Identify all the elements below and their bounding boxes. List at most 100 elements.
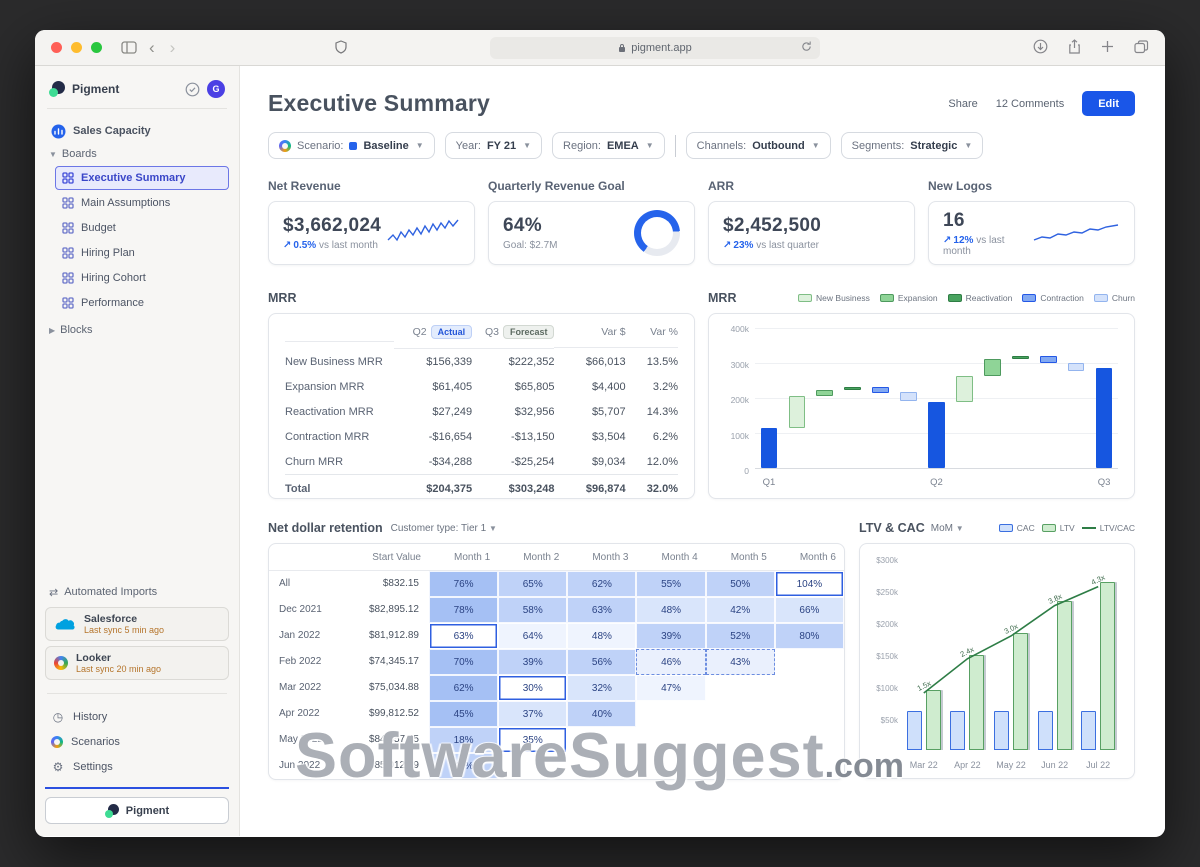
filter-chip-channels-[interactable]: Channels: Outbound ▼ (685, 132, 831, 159)
retention-cell[interactable]: 32% (567, 675, 637, 701)
retention-cell[interactable]: 63% (567, 597, 637, 623)
sidebar: Pigment G Sales Capacity ▼ Boards Execut… (35, 66, 240, 836)
kpi-card: 16 ↗ 12% vs last month (928, 201, 1135, 265)
sidebar-toggle-icon[interactable] (121, 41, 137, 54)
retention-cell[interactable]: 63% (429, 623, 499, 649)
ltv-cac-chart: 1.5x 2.4x 3.0x 3.8x 4.3x $300k $250k $200k $150… (859, 543, 1135, 779)
mrr-cell: $61,405 (432, 380, 473, 393)
y-axis-label: $50k (880, 716, 898, 725)
mrr-total-label: Total (285, 474, 394, 499)
connection-info: Salesforce Last sync 5 min ago (84, 613, 164, 635)
sidebar-item-hiring-plan[interactable]: Hiring Plan (55, 241, 229, 265)
retention-cell[interactable]: 48% (636, 597, 706, 623)
x-axis-label: Apr 22 (954, 760, 981, 770)
retention-cell[interactable]: 35% (498, 727, 568, 753)
back-button[interactable]: ‹ (149, 38, 155, 57)
retention-cell-empty (636, 727, 705, 753)
page-title: Executive Summary (268, 90, 491, 116)
retention-cell[interactable]: 65% (498, 571, 568, 597)
ltv-period-dropdown[interactable]: MoM ▼ (930, 522, 964, 534)
user-avatar[interactable]: G (207, 80, 225, 98)
new-tab-icon[interactable] (1101, 40, 1114, 53)
customer-type-dropdown[interactable]: Customer type: Tier 1 ▼ (390, 522, 497, 534)
retention-cell[interactable]: 80% (774, 623, 844, 649)
downloads-icon[interactable] (1033, 39, 1048, 54)
pigment-branding-button[interactable]: Pigment (45, 797, 229, 824)
import-card-looker[interactable]: Looker Last sync 20 min ago (45, 646, 229, 680)
filter-chip-year-[interactable]: Year: FY 21 ▼ (444, 132, 543, 159)
retention-cell[interactable]: 64% (498, 623, 568, 649)
chevron-down-icon: ▼ (49, 149, 57, 159)
filter-chip-segments-[interactable]: Segments: Strategic ▼ (840, 132, 984, 159)
edit-button[interactable]: Edit (1082, 91, 1135, 116)
share-icon[interactable] (1068, 39, 1081, 54)
filter-chip-region-[interactable]: Region: EMEA ▼ (552, 132, 665, 159)
forward-button[interactable]: › (169, 38, 176, 57)
chevron-down-icon: ▼ (415, 141, 424, 150)
sidebar-item-history[interactable]: ◷ History (45, 704, 229, 729)
retention-col-blank (269, 544, 333, 571)
maximize-window-button[interactable] (91, 42, 102, 53)
salesforce-logo-icon (54, 617, 76, 632)
retention-cell[interactable]: 39% (498, 649, 568, 675)
minimize-window-button[interactable] (71, 42, 82, 53)
retention-cell[interactable]: 66% (774, 597, 844, 623)
retention-cell[interactable]: 104% (774, 571, 844, 597)
retention-cell[interactable]: 76% (429, 571, 499, 597)
kpi-delta-percent: 23% (733, 240, 757, 251)
retention-cell[interactable]: 78% (429, 597, 499, 623)
retention-cell[interactable]: 30% (498, 675, 568, 701)
sidebar-item-hiring-cohort[interactable]: Hiring Cohort (55, 266, 229, 290)
share-button[interactable]: Share (948, 97, 978, 110)
filter-chip-scenario-[interactable]: Scenario: Baseline ▼ (268, 132, 435, 159)
retention-cell[interactable]: 39% (636, 623, 706, 649)
retention-cell[interactable]: 45% (429, 701, 499, 727)
reload-icon[interactable] (801, 41, 812, 52)
sidebar-item-scenarios[interactable]: Scenarios (45, 729, 229, 754)
sidebar-item-executive-summary[interactable]: Executive Summary (55, 166, 229, 190)
chevron-down-icon: ▼ (645, 141, 654, 150)
retention-cell[interactable]: 62% (429, 675, 499, 701)
retention-cell[interactable]: 70% (429, 649, 499, 675)
retention-cell[interactable]: 42% (705, 597, 775, 623)
retention-cell[interactable]: 55% (636, 571, 706, 597)
retention-cell[interactable]: 58% (498, 597, 568, 623)
retention-cell[interactable]: 50% (705, 571, 775, 597)
retention-cell[interactable]: 40% (567, 701, 637, 727)
retention-cell[interactable]: 43% (429, 753, 499, 779)
comments-button[interactable]: 12 Comments (995, 97, 1065, 110)
tab-overview-icon[interactable] (1134, 39, 1149, 54)
board-item-label: Hiring Plan (81, 247, 135, 259)
board-grid-icon (62, 197, 74, 209)
lock-icon (619, 44, 626, 52)
check-circle-icon[interactable] (185, 82, 200, 97)
retention-cell[interactable]: 48% (567, 623, 637, 649)
retention-cell[interactable]: 46% (636, 649, 706, 675)
retention-cell-empty (636, 701, 705, 727)
waterfall-step-new-business (788, 396, 806, 428)
sidebar-item-performance[interactable]: Performance (55, 291, 229, 315)
retention-cell[interactable]: 47% (636, 675, 706, 701)
looker-logo-icon (54, 656, 68, 670)
close-window-button[interactable] (51, 42, 62, 53)
section-blocks[interactable]: ▶ Blocks (45, 319, 229, 341)
automated-imports-header: ⇄ Automated Imports (49, 586, 158, 599)
mrr-cell: $32,956 (514, 405, 555, 418)
sidebar-item-sales-capacity[interactable]: Sales Capacity (45, 119, 229, 143)
retention-cell[interactable]: 37% (498, 701, 568, 727)
address-bar[interactable]: pigment.app (490, 37, 820, 59)
retention-cell[interactable]: 43% (705, 649, 775, 675)
sidebar-item-budget[interactable]: Budget (55, 216, 229, 240)
sidebar-item-main-assumptions[interactable]: Main Assumptions (55, 191, 229, 215)
retention-cell[interactable]: 18% (429, 727, 499, 753)
retention-cell[interactable]: 52% (705, 623, 775, 649)
retention-cell[interactable]: 56% (567, 649, 637, 675)
sidebar-item-settings[interactable]: ⚙ Settings (45, 754, 229, 779)
import-card-salesforce[interactable]: Salesforce Last sync 5 min ago (45, 607, 229, 641)
board-grid-icon (62, 247, 74, 259)
board-grid-icon (62, 297, 74, 309)
history-icon: ◷ (52, 709, 64, 724)
retention-cell[interactable]: 62% (567, 571, 637, 597)
section-boards[interactable]: ▼ Boards (45, 143, 229, 165)
extension-shield-icon[interactable] (335, 40, 347, 54)
